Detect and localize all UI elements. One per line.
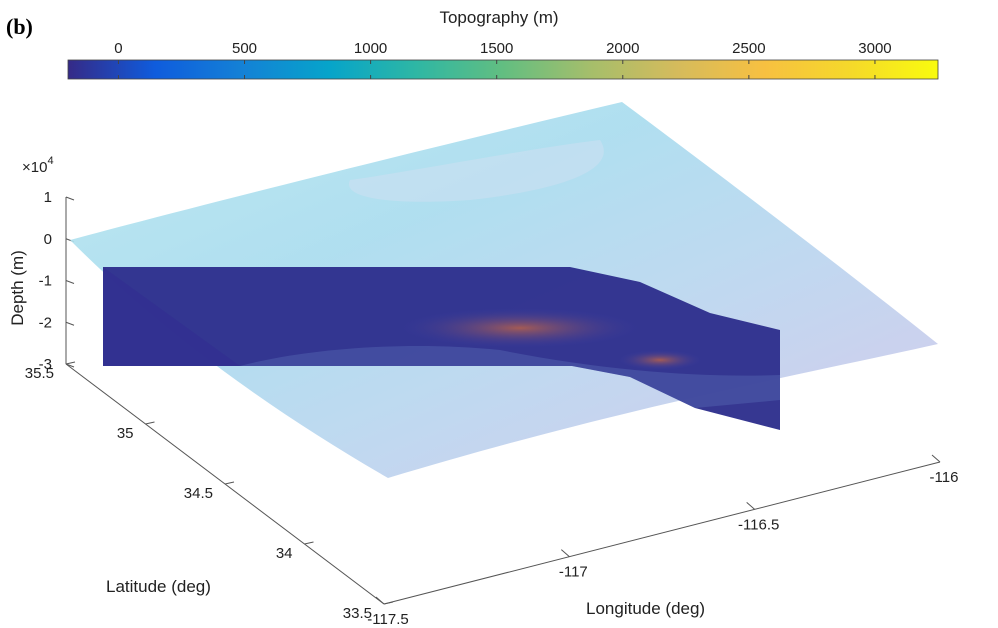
colorbar-tick-label: 0 [114, 40, 122, 57]
z-axis-ticks: 1 0 -1 -2 -3 [39, 189, 52, 373]
slip-anomaly-2 [618, 350, 702, 370]
x-axis-label: Longitude (deg) [586, 599, 705, 618]
surface-shading [348, 140, 604, 202]
longitude-tick-label: -116 [930, 469, 959, 486]
z-axis-label: Depth (m) [8, 250, 27, 326]
latitude-tick-label: 34.5 [184, 485, 213, 502]
z-tick-label: -1 [39, 273, 52, 290]
longitude-axis-ticks: -117.5 -117 -116.5 -116 [367, 469, 958, 628]
fault-slip-patch [103, 267, 240, 366]
longitude-tick-mark [375, 596, 385, 605]
colorbar-title: Topography (m) [439, 8, 559, 27]
colorbar-tick-label: 500 [232, 40, 257, 57]
z-tick-label: 0 [44, 231, 52, 248]
latitude-tick-label: 35 [117, 425, 134, 442]
z-tick-label: -3 [39, 356, 52, 373]
z-tick-mark [65, 280, 75, 284]
longitude-tick-label: -117 [559, 564, 588, 581]
latitude-tick-mark [145, 421, 155, 425]
z-tick-label: -2 [39, 314, 52, 331]
colorbar [67, 59, 939, 80]
colorbar-tick-label: 2000 [606, 40, 639, 57]
latitude-tick-label: 34 [276, 545, 293, 562]
longitude-tick-mark [746, 501, 755, 510]
colorbar-tick-label: 1000 [354, 40, 387, 57]
axis-tick-marks [65, 196, 941, 605]
latitude-axis-ticks: 35.5 35 34.5 34 33.5 [25, 365, 372, 622]
latitude-tick-label: 33.5 [343, 605, 372, 622]
latitude-tick-mark [383, 601, 394, 605]
longitude-tick-label: -116.5 [738, 516, 779, 533]
longitude-tick-mark [561, 549, 570, 558]
latitude-tick-mark [65, 361, 76, 365]
colorbar-tick-label: 3000 [858, 40, 891, 57]
longitude-tick-label: -117.5 [367, 611, 408, 628]
slip-anomaly-1 [400, 308, 640, 348]
colorbar-tick-label: 1500 [480, 40, 513, 57]
panel-label: (b) [6, 14, 33, 39]
y-axis-label: Latitude (deg) [106, 577, 211, 596]
surface-through-plane [240, 345, 780, 408]
latitude-tick-label: 35.5 [25, 365, 54, 382]
latitude-tick-mark [304, 541, 314, 545]
z-tick-mark [65, 321, 75, 326]
colorbar-tick-label: 2500 [732, 40, 765, 57]
longitude-tick-mark [931, 454, 941, 463]
z-tick-label: 1 [44, 189, 52, 206]
latitude-tick-mark [224, 481, 235, 485]
z-multiplier: ×104 [22, 155, 54, 176]
z-tick-mark [65, 363, 75, 368]
z-tick-mark [65, 196, 75, 201]
fault-plane [103, 267, 780, 430]
colorbar-ticks: 0 500 1000 1500 2000 2500 3000 [114, 40, 892, 79]
